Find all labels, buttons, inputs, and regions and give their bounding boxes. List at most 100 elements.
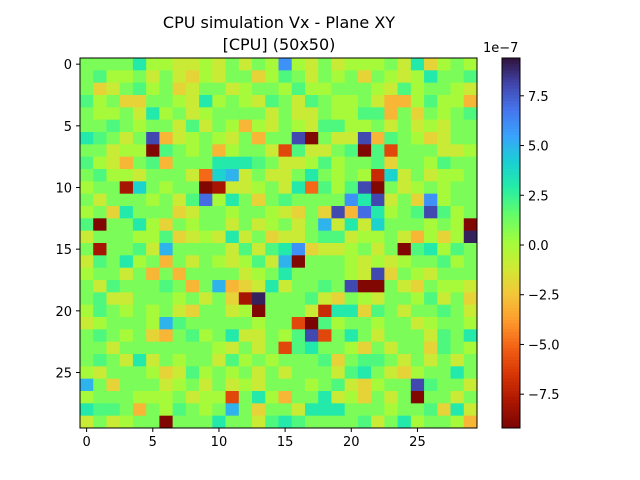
heatmap-cell [172, 132, 187, 145]
heatmap-cell [437, 366, 451, 380]
heatmap-cell [344, 156, 359, 170]
heatmap-cell [278, 107, 293, 121]
heatmap-cell [371, 341, 385, 355]
heatmap-cell [384, 58, 398, 71]
heatmap-cell [424, 169, 438, 182]
heatmap-cell [291, 329, 306, 343]
heatmap-cell [371, 181, 385, 195]
heatmap-cell [463, 329, 478, 343]
heatmap-cell [463, 58, 478, 71]
colorbar-segment [502, 132, 520, 136]
heatmap-cell [119, 366, 134, 380]
heatmap-cell [278, 292, 293, 306]
heatmap-cell [278, 193, 293, 207]
heatmap-cell [331, 403, 346, 417]
colorbar-segment [502, 125, 520, 130]
heatmap-cell [172, 415, 187, 429]
colorbar-tick-label: 2.5 [528, 189, 549, 204]
heatmap-cell [463, 107, 478, 121]
heatmap-cell [424, 255, 438, 269]
heatmap-cell [146, 378, 160, 392]
heatmap-cell [291, 218, 306, 232]
heatmap-cell [252, 329, 266, 343]
colorbar-segment [502, 138, 520, 142]
heatmap-cell [357, 169, 372, 182]
colorbar-segment [502, 264, 520, 269]
colorbar-segment [502, 199, 520, 204]
colorbar-segment [502, 88, 520, 93]
heatmap-cell [212, 329, 226, 343]
heatmap-cell [199, 317, 213, 330]
heatmap-cell [199, 243, 213, 256]
heatmap-cell [106, 230, 121, 244]
heatmap-cell [463, 378, 478, 392]
heatmap-cell [410, 267, 425, 281]
heatmap-cell [344, 107, 359, 121]
colorbar-tick-label: −7.5 [528, 388, 560, 403]
heatmap-cell [357, 292, 372, 306]
heatmap-cell [252, 181, 266, 195]
heatmap-cell [291, 341, 306, 355]
heatmap-cell [252, 366, 266, 380]
colorbar-segment [502, 175, 520, 179]
heatmap-cell [252, 341, 266, 355]
heatmap-cell [397, 70, 412, 84]
heatmap-cell [93, 218, 107, 232]
heatmap-cell [384, 354, 398, 367]
heatmap-cell [410, 144, 425, 158]
heatmap-cell [265, 341, 279, 355]
heatmap-cell [212, 280, 226, 293]
heatmap-cell [185, 70, 200, 84]
heatmap-cell [199, 255, 213, 269]
heatmap-cell [225, 169, 240, 182]
heatmap-cell [119, 329, 134, 343]
chart-subtitle: [CPU] (50x50) [223, 35, 336, 54]
heatmap-cell [159, 107, 174, 121]
heatmap-cell [318, 193, 332, 207]
heatmap-cell [450, 304, 465, 318]
heatmap-cell [424, 378, 438, 392]
heatmap-cell [463, 132, 478, 145]
heatmap-cell [238, 95, 253, 108]
heatmap-cell [146, 169, 160, 182]
heatmap-cell [331, 230, 346, 244]
heatmap-cell [199, 378, 213, 392]
heatmap-cell [212, 391, 226, 404]
heatmap-cell [344, 144, 359, 158]
heatmap-cell [278, 70, 293, 84]
heatmap-cell [304, 132, 319, 145]
heatmap-cell [146, 415, 160, 429]
colorbar-segment [502, 172, 520, 176]
heatmap-cell [437, 243, 451, 256]
heatmap-cell [384, 144, 398, 158]
heatmap-cell [304, 267, 319, 281]
heatmap-cell [291, 280, 306, 293]
heatmap-cell [304, 415, 319, 429]
y-axis: 0 5 10 15 20 25 [55, 58, 80, 382]
heatmap-cell [146, 255, 160, 269]
heatmap-cell [357, 403, 372, 417]
heatmap-cell [463, 144, 478, 158]
heatmap-cell [225, 378, 240, 392]
heatmap-cell [238, 366, 253, 380]
heatmap-cell [146, 58, 160, 71]
heatmap-cell [463, 82, 478, 96]
heatmap-cell [185, 304, 200, 318]
heatmap-cell [278, 304, 293, 318]
heatmap-cell [278, 119, 293, 133]
heatmap-cell [93, 317, 107, 330]
heatmap-cell [172, 378, 187, 392]
heatmap-cell [384, 156, 398, 170]
heatmap-cell [304, 292, 319, 306]
heatmap-cell [424, 280, 438, 293]
heatmap-cell [106, 181, 121, 195]
heatmap-cell [212, 366, 226, 380]
heatmap-cell [410, 243, 425, 256]
heatmap-cell [384, 82, 398, 96]
colorbar-segment [502, 236, 520, 241]
heatmap-cell [119, 70, 134, 84]
heatmap-cell [80, 169, 94, 182]
heatmap-cell [199, 304, 213, 318]
heatmap-cell [106, 378, 121, 392]
heatmap-cell [212, 181, 226, 195]
